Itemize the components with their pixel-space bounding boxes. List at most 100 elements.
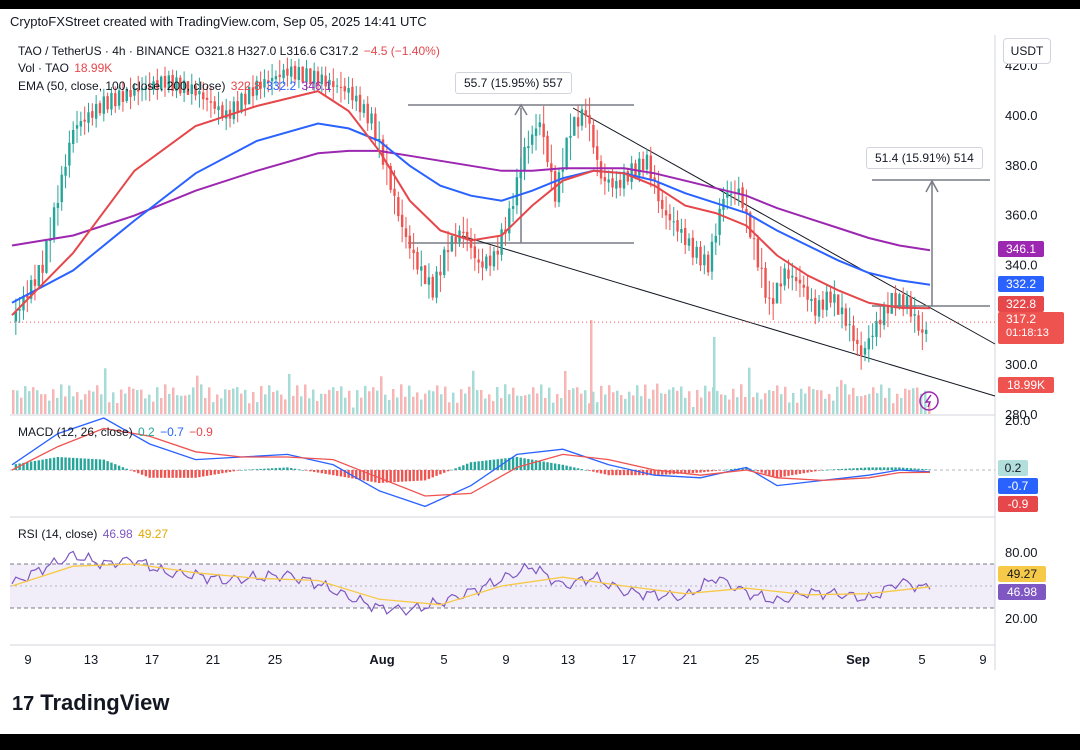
macd-histogram-bar	[49, 458, 52, 470]
volume-bar	[416, 392, 419, 414]
candle-body	[171, 74, 174, 92]
macd-histogram-bar	[159, 470, 163, 478]
macd-histogram-bar	[638, 470, 641, 476]
candle-body	[465, 231, 469, 239]
macd-histogram-bar	[580, 469, 584, 470]
candle-body	[29, 280, 33, 299]
rsi-ma-line	[11, 563, 931, 606]
volume-bar	[728, 399, 731, 414]
volume-bar	[332, 387, 335, 414]
volume-bar	[16, 390, 19, 414]
volume-bar	[708, 391, 711, 414]
macd-histogram-bar	[225, 470, 228, 473]
candle-body	[217, 106, 220, 111]
candle-body	[454, 236, 457, 243]
macd-histogram-bar	[840, 468, 844, 470]
macd-histogram-bar	[446, 470, 450, 472]
candle-body	[397, 197, 400, 217]
volume-bar	[284, 399, 287, 414]
candle-body	[190, 84, 193, 94]
legend-vol-value: 18.99K	[74, 61, 113, 75]
volume-bar	[296, 385, 299, 414]
volume-bar	[372, 387, 375, 414]
candle-body	[596, 146, 599, 160]
candle-body	[844, 308, 848, 326]
candle-body	[98, 103, 102, 114]
macd-histogram-bar	[879, 467, 882, 470]
volume-bar	[472, 370, 475, 414]
macd-histogram-bar	[301, 470, 304, 471]
macd-histogram-bar	[259, 468, 262, 470]
volume-bar	[244, 389, 247, 414]
macd-histogram-bar	[255, 469, 258, 470]
volume-bar	[168, 393, 171, 414]
candle-body	[565, 137, 568, 170]
volume-bar	[220, 398, 223, 414]
time-tick-label: 13	[561, 652, 575, 667]
macd-histogram-bar	[45, 458, 48, 470]
volume-bar	[884, 397, 887, 414]
candle-body	[848, 324, 851, 326]
volume-bar	[696, 389, 699, 414]
macd-histogram-bar	[657, 470, 660, 475]
macd-histogram-bar	[718, 470, 721, 471]
volume-bar	[52, 389, 55, 414]
time-tick-label: 5	[440, 652, 447, 667]
macd-histogram-bar	[863, 467, 867, 470]
candle-body	[661, 199, 664, 209]
candle-body	[358, 94, 362, 113]
volume-bar	[440, 394, 443, 414]
volume-bar	[20, 397, 23, 414]
tag-ema200: 346.1	[998, 241, 1044, 257]
candle-body	[450, 235, 454, 252]
candle-body	[917, 315, 920, 331]
macd-histogram-bar	[247, 469, 251, 471]
macd-histogram-bar	[550, 462, 553, 470]
macd-histogram-bar	[179, 470, 182, 478]
candle-body	[852, 325, 855, 342]
macd-histogram-bar	[771, 470, 775, 477]
volume-bar	[600, 385, 603, 414]
macd-histogram-bar	[286, 467, 289, 470]
range-measure-label[interactable]: 55.7 (15.95%) 557	[455, 72, 572, 94]
legend-macd: MACD (12, 26, close) 0.2 −0.7 −0.9	[18, 425, 215, 439]
currency-unit-button[interactable]: USDT	[1003, 38, 1051, 64]
tradingview-logo[interactable]: 17 TradingView	[12, 690, 169, 716]
macd-histogram-bar	[171, 470, 174, 478]
macd-histogram-bar	[645, 470, 649, 476]
macd-histogram-bar	[462, 465, 465, 470]
candle-body	[599, 161, 603, 179]
macd-histogram-bar	[209, 470, 213, 476]
volume-bar	[32, 387, 35, 414]
macd-histogram-bar	[152, 470, 155, 478]
candle-body	[420, 266, 423, 271]
candle-body	[179, 77, 182, 94]
macd-histogram-bar	[358, 470, 362, 480]
candle-body	[374, 113, 377, 141]
macd-histogram-bar	[79, 458, 83, 470]
volume-bar	[216, 394, 219, 414]
candle-body	[106, 96, 109, 110]
candle-body	[687, 238, 691, 246]
candle-body	[72, 129, 75, 145]
macd-histogram-bar	[584, 470, 587, 471]
candle-body	[729, 193, 733, 195]
macd-histogram-bar	[102, 459, 105, 470]
volume-bar	[616, 390, 619, 414]
target-measure-label[interactable]: 51.4 (15.91%) 514	[866, 147, 983, 169]
candle-body	[446, 250, 450, 253]
volume-bar	[640, 396, 643, 414]
candle-body	[523, 146, 526, 171]
macd-histogram-bar	[309, 470, 312, 472]
tag-ema50: 322.8	[998, 296, 1044, 312]
tag-last-price: 317.2 01:18:13	[998, 312, 1064, 344]
volume-bar	[420, 399, 423, 414]
candle-body	[787, 269, 790, 279]
volume-bar	[464, 393, 467, 414]
candle-body	[312, 70, 316, 84]
macd-histogram-bar	[400, 470, 404, 482]
candle-body	[794, 277, 798, 282]
legend-rsi: RSI (14, close) 46.98 49.27	[18, 527, 170, 541]
candle-body	[202, 92, 205, 100]
